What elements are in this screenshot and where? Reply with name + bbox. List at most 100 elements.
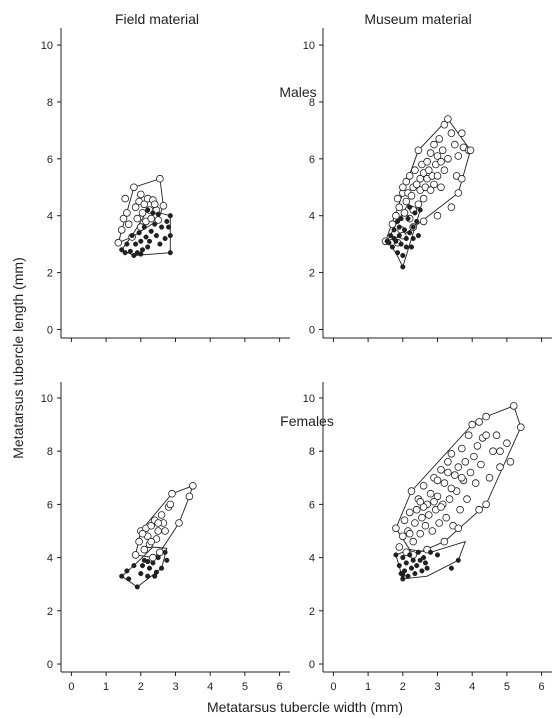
data-point-open xyxy=(433,152,442,160)
data-point-open xyxy=(457,129,466,138)
data-point-filled xyxy=(167,213,173,219)
data-point-filled xyxy=(145,573,151,579)
data-point-open xyxy=(426,149,435,157)
data-point-filled xyxy=(405,573,411,579)
data-point-filled xyxy=(167,233,173,239)
data-point-filled xyxy=(129,233,135,239)
y-tick-label: 4 xyxy=(309,211,315,223)
data-point-open xyxy=(447,129,456,138)
data-point-filled xyxy=(400,572,406,578)
data-point-filled xyxy=(398,241,404,247)
data-point-filled xyxy=(403,235,409,242)
data-point-filled xyxy=(162,235,168,242)
data-point-open xyxy=(440,120,449,129)
data-point-open xyxy=(437,465,445,474)
data-point-filled xyxy=(407,552,413,558)
data-point-open xyxy=(506,457,515,466)
data-point-open xyxy=(189,481,197,490)
x-tick-label: 0 xyxy=(68,681,74,693)
data-point-open xyxy=(457,174,466,183)
data-point-open xyxy=(166,500,175,509)
data-point-open xyxy=(457,444,466,453)
x-tick-label: 3 xyxy=(172,681,178,693)
data-point-open xyxy=(489,447,497,456)
data-point-filled xyxy=(424,565,430,571)
data-point-filled xyxy=(146,565,153,571)
data-point-filled xyxy=(152,221,158,227)
data-point-filled xyxy=(143,234,149,240)
data-point-filled xyxy=(422,560,428,566)
data-point-filled xyxy=(157,241,163,247)
data-point-open xyxy=(447,203,456,212)
data-point-open xyxy=(419,217,428,226)
x-tick-label: 2 xyxy=(400,681,406,693)
data-point-filled xyxy=(150,210,156,216)
y-tick-label: 8 xyxy=(309,97,315,109)
data-point-filled xyxy=(126,576,132,582)
y-tick-label: 2 xyxy=(309,606,315,618)
data-point-filled xyxy=(391,227,397,233)
x-tick-label: 6 xyxy=(277,681,283,693)
data-point-filled xyxy=(400,264,406,270)
data-point-open xyxy=(418,513,426,522)
data-point-open xyxy=(457,473,466,482)
data-point-open xyxy=(438,146,447,155)
data-point-filled xyxy=(138,251,144,257)
data-point-open xyxy=(442,513,451,522)
data-point-open xyxy=(423,157,431,166)
data-point-filled xyxy=(415,233,421,239)
data-point-open xyxy=(150,200,159,209)
data-point-open xyxy=(411,166,419,175)
panel-label-males: Males xyxy=(279,84,316,100)
x-tick-label: 0 xyxy=(330,681,336,693)
data-point-open xyxy=(456,505,464,514)
data-point-open xyxy=(123,209,131,217)
data-point-open xyxy=(447,449,456,458)
data-point-filled xyxy=(389,244,395,250)
data-point-open xyxy=(398,183,407,192)
data-point-filled xyxy=(410,235,416,242)
data-point-filled xyxy=(139,563,146,569)
data-point-open xyxy=(496,463,504,471)
data-point-open xyxy=(419,503,428,511)
data-point-filled xyxy=(407,230,413,236)
x-axis-title: Metatarsus tubercle width (mm) xyxy=(207,699,403,715)
data-point-filled xyxy=(138,571,144,577)
data-point-filled xyxy=(414,218,420,224)
data-point-open xyxy=(496,447,504,456)
data-point-open xyxy=(395,543,404,551)
y-tick-label: 10 xyxy=(41,393,53,405)
data-point-open xyxy=(159,202,168,210)
data-point-open xyxy=(430,180,438,189)
data-point-filled xyxy=(396,233,402,239)
panel-females-field: 0 2 4 6 8 10 0 1 2 3 4 5 6 Females xyxy=(41,382,334,693)
data-point-open xyxy=(463,495,471,503)
panel-males-field: 0 2 4 6 8 10 Males xyxy=(41,28,317,342)
data-point-open xyxy=(444,115,452,123)
data-point-open xyxy=(175,519,183,527)
data-point-open xyxy=(157,511,166,519)
data-point-filled xyxy=(434,552,441,558)
data-point-filled xyxy=(414,563,420,569)
data-point-open xyxy=(393,194,402,203)
data-point-open xyxy=(414,200,423,209)
y-tick-label: 2 xyxy=(47,606,53,618)
column-title-museum: Museum material xyxy=(364,11,471,27)
data-point-filled xyxy=(393,552,399,558)
data-point-filled xyxy=(403,560,409,566)
data-point-open xyxy=(133,214,142,223)
data-point-open xyxy=(124,220,133,229)
data-point-open xyxy=(477,460,485,469)
data-point-filled xyxy=(146,238,153,244)
data-point-open xyxy=(430,497,438,506)
data-point-filled xyxy=(400,252,406,259)
panel-label-females: Females xyxy=(280,413,334,429)
data-point-filled xyxy=(164,557,170,563)
data-point-open xyxy=(433,492,442,501)
y-tick-label: 6 xyxy=(47,154,53,166)
data-point-open xyxy=(121,194,129,203)
data-point-open xyxy=(437,503,445,511)
data-point-filled xyxy=(417,557,423,563)
data-point-filled xyxy=(138,238,144,244)
